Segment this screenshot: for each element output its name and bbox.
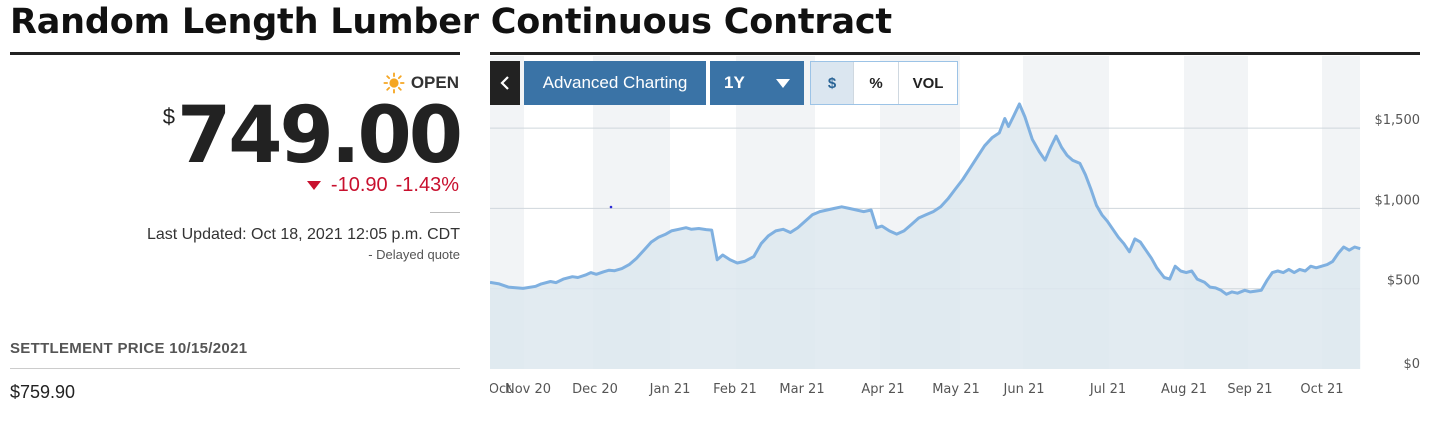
y-axis: $0 $500 $1,000 $1,500: [1375, 113, 1421, 372]
status-label: OPEN: [410, 73, 459, 92]
x-tick-label: Mar 21: [779, 382, 824, 397]
x-tick-label: Dec 20: [572, 382, 618, 397]
chart-toolbar: Advanced Charting 1Y $ % VOL: [490, 61, 958, 105]
chevron-down-icon: [776, 78, 790, 88]
price-change: -10.90 -1.43%: [306, 174, 459, 197]
scale-toggle: $ % VOL: [810, 61, 958, 105]
volume-toggle[interactable]: VOL: [899, 62, 957, 104]
settlement-label: SETTLEMENT PRICE 10/15/2021: [10, 340, 248, 357]
title-rule-right: [490, 52, 1420, 55]
x-tick-label: Nov 20: [505, 382, 551, 397]
market-status: OPEN: [383, 72, 459, 94]
price-line: [490, 102, 1361, 296]
x-tick-label: Oct 21: [1300, 382, 1343, 397]
settlement-value: $759.90: [10, 382, 76, 402]
change-value: -10.90: [330, 174, 388, 196]
down-arrow-icon: [306, 181, 321, 190]
x-tick-label: Oct: [490, 382, 511, 397]
settlement-divider: [10, 368, 460, 369]
title-rule-left: [10, 52, 460, 55]
dollar-toggle[interactable]: $: [811, 62, 854, 104]
currency-symbol: $: [162, 104, 175, 129]
range-select[interactable]: 1Y: [710, 61, 804, 105]
x-tick-label: Jun 21: [1003, 382, 1045, 397]
x-tick-label: Feb 21: [713, 382, 757, 397]
sun-icon: [383, 72, 405, 94]
x-tick-label: May 21: [932, 382, 980, 397]
y-tick-label: $1,500: [1375, 113, 1421, 128]
last-price: 749.00: [177, 91, 463, 181]
price-block: $ 749.00: [162, 91, 463, 181]
x-tick-label: Aug 21: [1161, 382, 1207, 397]
collapse-button[interactable]: [490, 61, 520, 105]
y-tick-label: $500: [1387, 274, 1420, 289]
chevron-left-icon: [500, 76, 509, 90]
change-percent: -1.43%: [395, 174, 459, 196]
divider: [430, 212, 460, 213]
range-value: 1Y: [724, 73, 745, 92]
delayed-note: - Delayed quote: [368, 247, 460, 262]
price-area: [490, 104, 1361, 369]
advanced-charting-button[interactable]: Advanced Charting: [524, 61, 706, 105]
percent-toggle[interactable]: %: [854, 62, 899, 104]
chart-marker-dot: [609, 205, 613, 209]
y-tick-label: $0: [1403, 357, 1420, 372]
page-title: Random Length Lumber Continuous Contract: [10, 2, 892, 42]
x-tick-label: Apr 21: [861, 382, 904, 397]
x-tick-label: Jan 21: [649, 382, 691, 397]
x-tick-label: Jul 21: [1089, 382, 1126, 397]
x-tick-label: Sep 21: [1227, 382, 1272, 397]
last-updated: Last Updated: Oct 18, 2021 12:05 p.m. CD…: [146, 226, 460, 243]
y-tick-label: $1,000: [1375, 193, 1421, 208]
